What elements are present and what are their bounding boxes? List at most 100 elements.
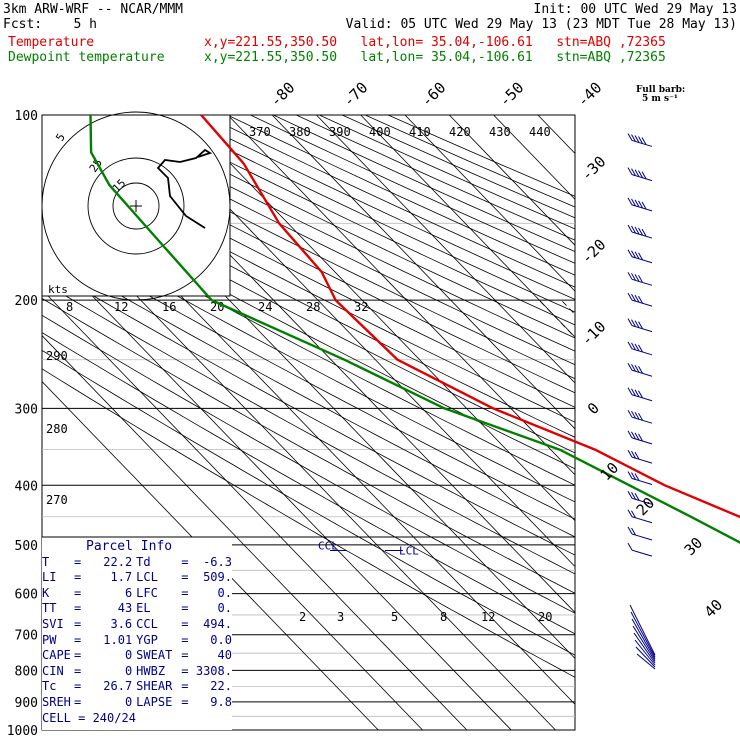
wind-barb-flag [634, 199, 640, 208]
dry-adiabat [42, 205, 575, 486]
theta-side-label: 270 [46, 493, 68, 507]
parcel-value: Tc [42, 679, 57, 694]
wind-barb-flag [627, 341, 633, 350]
equals-sign: = [181, 554, 189, 569]
wind-barb-flag [634, 226, 640, 235]
theta-label: 410 [409, 125, 431, 139]
dry-adiabat [42, 234, 575, 520]
dry-adiabat [42, 332, 575, 635]
wind-barb-flag [638, 227, 643, 236]
theta-label: 440 [529, 125, 551, 139]
wind-barb-flag [627, 542, 633, 551]
parcel-value: 1.01 [103, 632, 133, 647]
wind-barb-flag [631, 363, 636, 372]
parcel-row: SVI = 3.6 CCL = 494. [42, 617, 232, 633]
wind-barb-flag [638, 390, 643, 398]
parcel-value: LFC [136, 585, 158, 600]
parcel-value: 3308. [195, 663, 232, 678]
wind-barb-flag [627, 167, 633, 175]
dry-adiabat [204, 115, 575, 288]
wind-barb-flag [638, 252, 643, 260]
equals-sign: = [73, 679, 82, 694]
mixing-ratio-label: 8 [440, 610, 447, 624]
theta-side-label: 290 [46, 349, 68, 363]
pressure-tick-label: 400 [15, 479, 38, 494]
parcel-value: TT [42, 601, 57, 616]
parcel-value: SREH [42, 694, 71, 709]
wind-barb-flag [627, 362, 633, 371]
isotherm-line [404, 115, 575, 292]
parcel-value: 9.8 [210, 694, 232, 709]
wind-barb-flag [638, 365, 643, 374]
wind-barb-flag [638, 275, 643, 283]
wind-barb-flag [634, 343, 640, 352]
isotherm-line [360, 115, 575, 338]
equals-sign: = [181, 679, 189, 694]
forecast-hour: Fcst: 5 h [3, 17, 97, 32]
sounding-series: CCL LCL [89, 114, 740, 558]
parcel-value: K [42, 585, 50, 600]
equals-sign: = [181, 648, 189, 663]
equals-sign: = [181, 632, 189, 647]
parcel-row: CAPE = 0 SWEAT = 40 [42, 648, 232, 664]
hodograph-axis-label: 8 [66, 300, 73, 314]
hodograph-axis-label: 16 [162, 300, 176, 314]
parcel-row: T = 22.2 Td = -6.3 [42, 555, 232, 571]
hodograph-ring [41, 111, 231, 301]
wind-barb-flag [634, 493, 640, 501]
isotherm-label: -50 [496, 79, 528, 111]
isotherm-label: -20 [578, 236, 610, 268]
mixing-ratio-label: 20 [538, 610, 552, 624]
pressure-tick-label: 1000 [7, 724, 38, 739]
theta-label: 430 [489, 125, 511, 139]
wind-barb-flag [631, 388, 636, 396]
isotherm-line [42, 289, 468, 730]
wind-barb-flag [631, 342, 636, 351]
moist-adiabat [650, 300, 740, 730]
parcel-value: -6.3 [203, 554, 232, 569]
wind-barb-flag [627, 272, 633, 280]
parcel-info-title: Parcel Info [86, 539, 173, 554]
wind-barb-flag [631, 168, 636, 176]
dry-adiabat [42, 250, 575, 538]
parcel-row: TT = 43 EL = 0. [42, 601, 232, 617]
wind-barb-staff [629, 604, 656, 656]
isotherm-line [138, 115, 575, 568]
hodograph-ring [112, 182, 160, 230]
wind-barb-flag [631, 225, 636, 234]
parcel-value: YGP [136, 632, 158, 647]
wind-barb-flag [631, 527, 636, 536]
wind-barb-flag [627, 133, 633, 141]
equals-sign: = [181, 601, 189, 616]
wind-barb-flag [641, 171, 647, 179]
wind-barb-flag [627, 387, 633, 395]
parcel-row: SREH = 0 LAPSE = 9.8 [42, 695, 232, 711]
dry-adiabat [42, 191, 575, 470]
wind-barb-flag [634, 389, 640, 397]
parcel-value: 40 [217, 648, 232, 663]
parcel-value: 0 [124, 648, 133, 663]
dry-adiabat [42, 164, 575, 438]
isotherm-label: 0 [584, 399, 603, 418]
theta-label: 400 [369, 125, 391, 139]
parcel-info: Parcel Info T = 22.2 Td = -6.3 LI = 1.7 LCL = 509. K… [42, 539, 232, 726]
dry-adiabat [42, 177, 575, 454]
pressure-tick-label: 100 [15, 109, 38, 124]
series-line [89, 114, 740, 544]
dewpoint-legend: Dewpoint temperature [8, 50, 165, 65]
parcel-value: EL [136, 601, 151, 616]
wind-barb-staff [634, 639, 656, 666]
wind-barb-staff [633, 632, 656, 664]
dry-adiabat [42, 297, 575, 594]
dry-adiabat [42, 281, 575, 575]
full-barb-line2: 5 m s⁻¹ [642, 94, 678, 104]
parcel-row: LI = 1.7 LCL = 509. [42, 570, 232, 586]
isotherm-line [316, 115, 575, 384]
wind-barb-flag [634, 432, 640, 441]
wind-barb-flag [631, 134, 636, 142]
mixing-ratio-label: 3 [337, 610, 344, 624]
wind-barb-flag [631, 472, 636, 480]
wind-barb-flag [634, 274, 640, 282]
wind-barb-flag [627, 509, 633, 517]
isotherm-line [227, 115, 575, 476]
